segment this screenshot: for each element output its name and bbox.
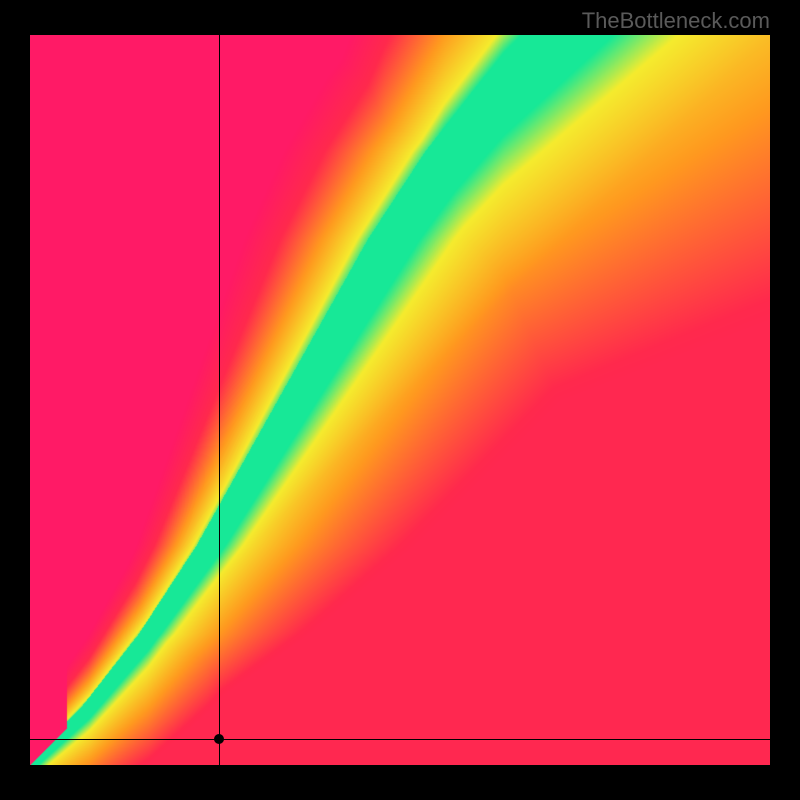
crosshair-marker xyxy=(214,734,224,744)
crosshair-vertical xyxy=(219,35,220,765)
crosshair-horizontal xyxy=(30,739,770,740)
heatmap-canvas xyxy=(30,35,770,765)
watermark-text: TheBottleneck.com xyxy=(582,8,770,34)
heatmap-plot xyxy=(30,35,770,765)
